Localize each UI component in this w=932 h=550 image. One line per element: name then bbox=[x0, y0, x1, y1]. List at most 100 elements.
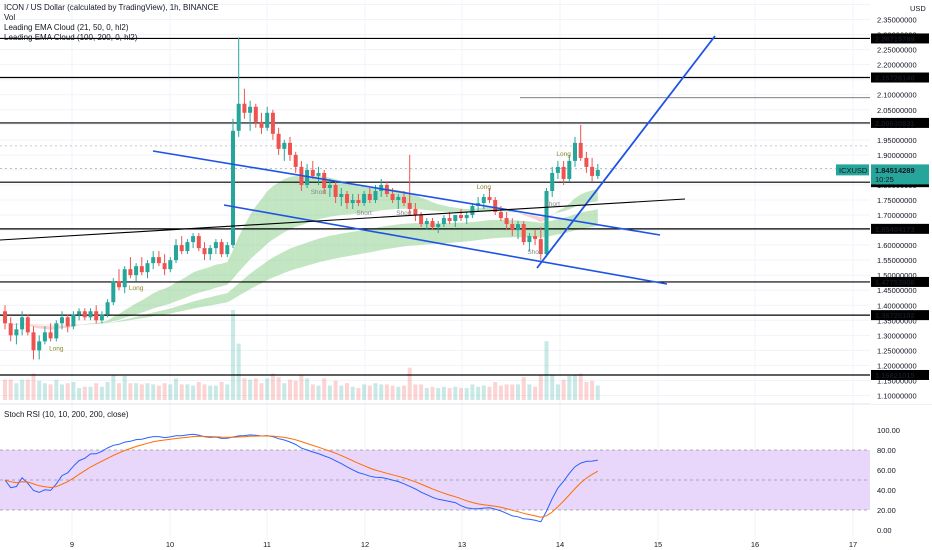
signal-label: Long bbox=[49, 345, 64, 352]
time-axis: 9 10 11 12 13 14 15 16 17 bbox=[70, 540, 857, 549]
candle-body bbox=[481, 196, 486, 204]
candle-body bbox=[459, 215, 463, 219]
ema-cloud-segment bbox=[176, 279, 182, 302]
ema-cloud-segment bbox=[335, 179, 342, 216]
candle-body bbox=[156, 257, 161, 264]
candle-body bbox=[379, 184, 384, 191]
volume-bar bbox=[270, 373, 275, 400]
ema-cloud-segment bbox=[352, 184, 359, 215]
ema-cloud-segment bbox=[79, 324, 85, 325]
channel-upper-line bbox=[152, 150, 661, 236]
ema-cloud-segment bbox=[455, 207, 461, 213]
ema-cloud-segment bbox=[461, 208, 467, 213]
volume-bar bbox=[481, 385, 486, 400]
level-price-tag bbox=[871, 72, 929, 83]
time-tick-label: 9 bbox=[70, 540, 74, 549]
candle-body bbox=[550, 172, 555, 191]
ema-cloud-segment bbox=[318, 237, 325, 263]
time-tick-label: 15 bbox=[654, 540, 662, 549]
ema-cloud-segment bbox=[227, 250, 233, 285]
candle-body bbox=[88, 311, 93, 318]
candle-body bbox=[396, 196, 401, 200]
candle-body bbox=[533, 236, 538, 240]
candle-body bbox=[567, 160, 572, 179]
volume-bar bbox=[208, 385, 213, 400]
volume-bar bbox=[356, 388, 361, 400]
candle-body bbox=[573, 142, 577, 161]
ema-cloud-segment bbox=[295, 244, 302, 269]
ema-cloud-segment bbox=[33, 325, 40, 329]
ema-cloud-segment bbox=[261, 191, 268, 250]
ema-cloud-segment bbox=[141, 297, 148, 313]
candle-body bbox=[424, 221, 429, 225]
level-price-tag bbox=[871, 33, 929, 44]
candle-body bbox=[561, 166, 566, 179]
candle-body bbox=[54, 323, 59, 339]
rsi-tick-label: 0.00 bbox=[877, 526, 892, 535]
candle-body bbox=[162, 263, 167, 270]
ema-cloud-segment bbox=[39, 325, 45, 329]
ema-cloud-segment bbox=[518, 212, 524, 216]
candle-body bbox=[60, 317, 64, 324]
candle-body bbox=[185, 242, 190, 252]
ema-cloud-segment bbox=[158, 288, 165, 307]
candle-body bbox=[453, 215, 458, 222]
candle-body bbox=[516, 224, 520, 231]
volume-bar bbox=[504, 384, 509, 400]
ema-cloud-segment bbox=[569, 198, 575, 210]
candle-body bbox=[202, 248, 207, 255]
volume-bar bbox=[567, 376, 572, 400]
candle-body bbox=[470, 206, 475, 216]
price-tick-label: 1.10000000 bbox=[877, 391, 917, 400]
ema-cloud-segment bbox=[113, 314, 119, 322]
candle-body bbox=[145, 263, 150, 273]
ema-cloud-segment bbox=[210, 264, 216, 290]
volume-bar bbox=[293, 380, 298, 400]
price-tick-label: 1.45000000 bbox=[877, 286, 917, 295]
ema-cloud-segment bbox=[438, 223, 444, 244]
candle-body bbox=[276, 133, 281, 149]
legend-volume: Vol bbox=[4, 13, 16, 22]
price-tick-label: 2.10000000 bbox=[877, 91, 917, 100]
volume-bar bbox=[584, 382, 589, 400]
ema-cloud-segment bbox=[238, 278, 245, 296]
ema-cloud-segment bbox=[438, 204, 444, 212]
chart-legend: ICON / US Dollar (calculated by TradingV… bbox=[4, 3, 219, 43]
candle-body bbox=[293, 154, 298, 167]
volume-bar bbox=[595, 385, 600, 400]
candle-body bbox=[590, 166, 595, 176]
price-tick-label: 1.75000000 bbox=[877, 196, 917, 205]
rsi-tick-label: 20.00 bbox=[877, 506, 896, 515]
price-tick-label: 1.35000000 bbox=[877, 316, 917, 325]
ema-cloud-segment bbox=[341, 180, 347, 216]
candle-body bbox=[134, 266, 139, 276]
candle-body bbox=[105, 302, 110, 315]
volume-bar bbox=[521, 377, 526, 400]
ema-cloud-segment bbox=[215, 263, 222, 288]
volume-bar bbox=[476, 386, 481, 400]
ema-cloud-segment bbox=[147, 293, 154, 311]
level-price-text: 1.36720102 bbox=[875, 311, 915, 320]
candle-body bbox=[419, 215, 424, 225]
price-axis-bg bbox=[870, 0, 932, 404]
candle-body bbox=[436, 224, 441, 228]
rsi-tick-label: 80.00 bbox=[877, 446, 896, 455]
candle-body bbox=[316, 172, 321, 176]
ema-cloud-segment bbox=[563, 203, 570, 212]
ema-cloud-segment bbox=[586, 210, 593, 229]
time-tick-label: 12 bbox=[361, 540, 369, 549]
ema-cloud-segment bbox=[84, 323, 91, 325]
ema-cloud-segment bbox=[461, 222, 467, 242]
level-price-text: 1.47753906 bbox=[875, 278, 915, 287]
currency-label: USD bbox=[910, 4, 926, 13]
volume-bar bbox=[20, 379, 25, 400]
rsi-tick-label: 100.00 bbox=[877, 426, 900, 435]
ema-cloud-segment bbox=[557, 217, 564, 235]
rsi-d-line bbox=[4, 435, 599, 518]
volume-bar bbox=[37, 380, 42, 400]
volume-bar bbox=[441, 386, 446, 400]
volume-bar bbox=[464, 388, 469, 400]
current-price-tag bbox=[871, 164, 929, 185]
ema-cloud-segment bbox=[552, 219, 558, 236]
